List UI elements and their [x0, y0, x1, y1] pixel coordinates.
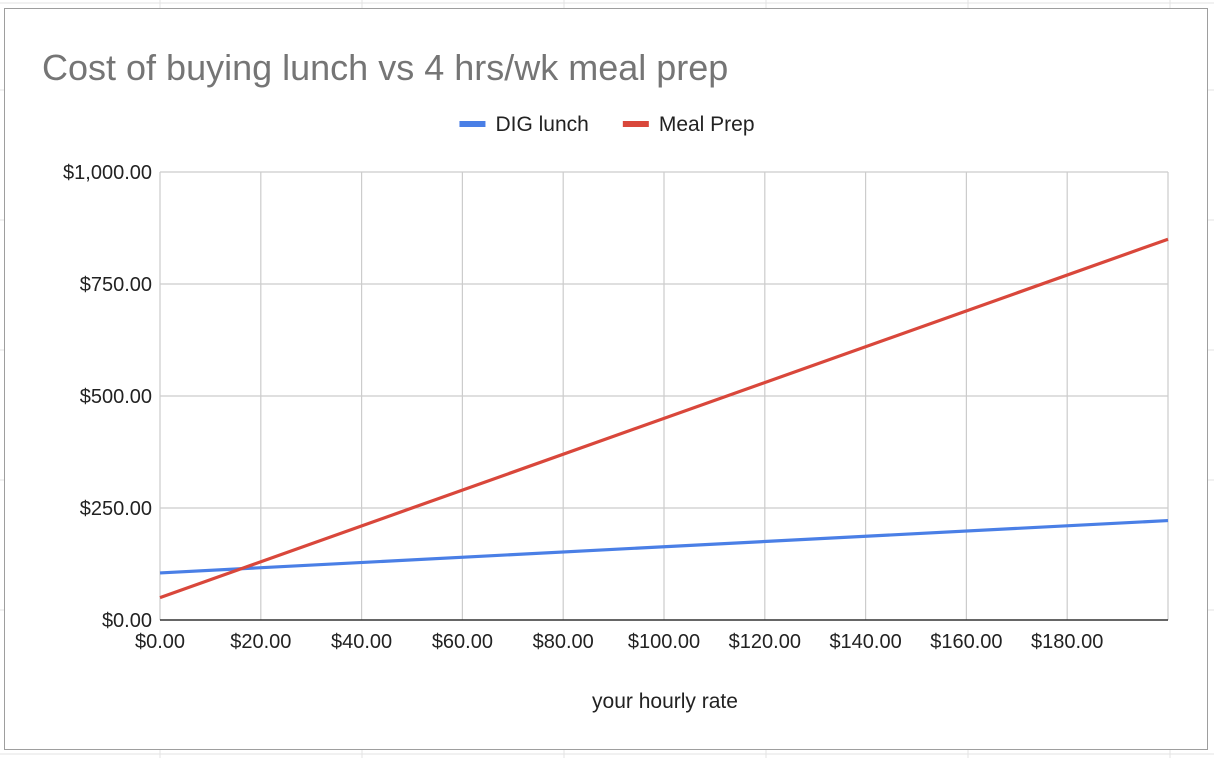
x-tick-label: $80.00: [533, 631, 594, 653]
x-tick-label: $180.00: [1031, 631, 1103, 653]
series-lines: [159, 237, 1169, 600]
legend-swatch: [459, 121, 486, 127]
y-tick-label: $0.00: [102, 610, 152, 632]
legend-label: Meal Prep: [659, 113, 755, 136]
legend-label: DIG lunch: [495, 113, 588, 136]
y-tick-label: $750.00: [80, 274, 152, 296]
chart-card[interactable]: [4, 8, 1208, 750]
x-tick-label: $100.00: [628, 631, 700, 653]
x-axis-label: your hourly rate: [592, 690, 738, 713]
chart-gridlines: [159, 171, 1169, 620]
chart-title: Cost of buying lunch vs 4 hrs/wk meal pr…: [42, 47, 728, 88]
x-tick-label: $0.00: [135, 631, 185, 653]
series-line-2: [159, 237, 1169, 600]
x-tick-label: $140.00: [829, 631, 901, 653]
legend-swatch: [622, 121, 649, 127]
x-tick-label: $20.00: [230, 631, 291, 653]
x-tick-label: $60.00: [432, 631, 493, 653]
x-tick-label: $120.00: [729, 631, 801, 653]
x-axis-ticks: $0.00 $20.00 $40.00 $60.00 $80.00 $100.00 $120…: [135, 631, 1103, 653]
y-tick-label: $500.00: [80, 386, 152, 408]
y-axis-ticks: $0.00 $250.00 $500.00 $750.00 $1,000.00: [63, 162, 152, 632]
y-tick-label: $250.00: [80, 498, 152, 520]
x-tick-label: $40.00: [331, 631, 392, 653]
x-tick-label: $160.00: [930, 631, 1002, 653]
series-line-1: [159, 518, 1169, 575]
legend: DIG lunch Meal Prep: [459, 113, 755, 136]
y-tick-label: $1,000.00: [63, 162, 152, 184]
